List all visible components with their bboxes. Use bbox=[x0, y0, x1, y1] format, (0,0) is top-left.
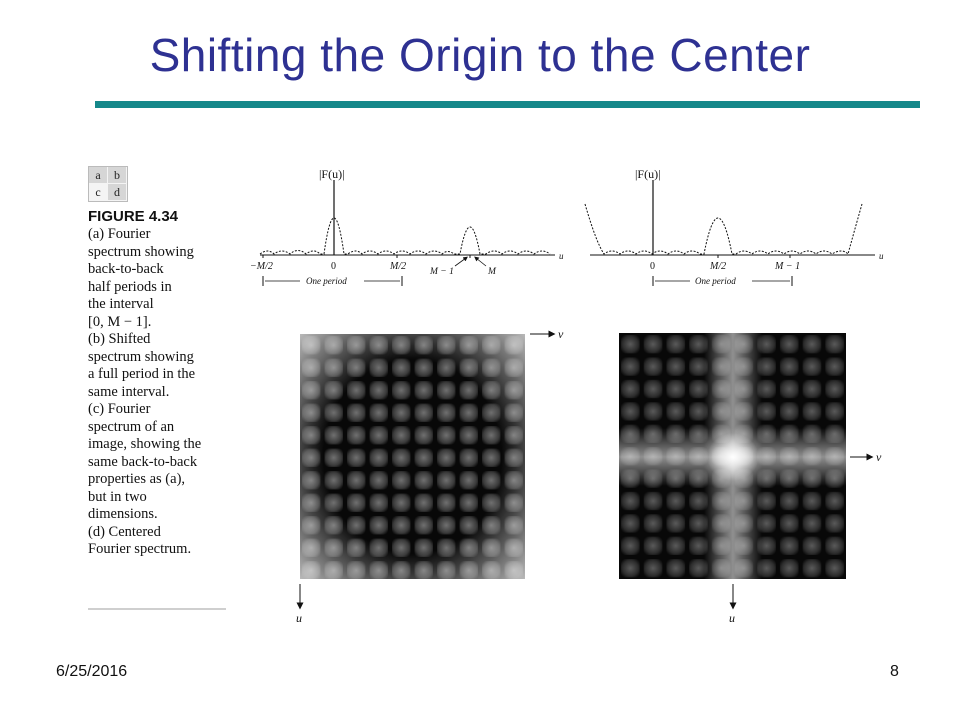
panel-key-b: b bbox=[108, 167, 126, 183]
caption-line: same back-to-back bbox=[88, 453, 198, 470]
plot-a-tick-label: −M/2 bbox=[250, 261, 273, 272]
image-d-spectrum: v u bbox=[619, 333, 882, 625]
plot-a-arrow bbox=[474, 256, 487, 267]
plot-b-tick-label: M − 1 bbox=[774, 261, 800, 272]
plot-b-curve bbox=[584, 203, 863, 255]
caption-line: image, showing the bbox=[88, 436, 202, 452]
title-divider bbox=[95, 101, 920, 108]
plot-a-tick-label: M/2 bbox=[389, 261, 406, 272]
image-d-h-label: v bbox=[876, 450, 882, 464]
panel-layout-key: a b c d bbox=[88, 166, 128, 202]
image-d-center-peak bbox=[707, 433, 759, 481]
caption-line: same interval. bbox=[88, 383, 170, 400]
caption-line: properties as (a), bbox=[88, 471, 186, 487]
plot-a-arrow-label: M bbox=[487, 267, 497, 277]
caption-line: [0, M − 1]. bbox=[88, 313, 152, 330]
image-c-spectrum: v u bbox=[296, 327, 564, 625]
image-d-v-label: u bbox=[729, 611, 735, 625]
caption-line: (b) Shifted bbox=[88, 331, 151, 347]
plot-b-spectrum: |F(u)| u 0 M/2 M − 1 One period bbox=[584, 167, 884, 286]
panel-key-c: c bbox=[95, 185, 101, 199]
caption-line: back-to-back bbox=[88, 261, 164, 277]
caption-line: but in two bbox=[88, 488, 147, 505]
caption-line: (d) Centered bbox=[88, 523, 161, 540]
caption-line: spectrum of an bbox=[88, 418, 175, 435]
figure-number: FIGURE 4.34 bbox=[88, 208, 179, 225]
plot-b-tick-label: M/2 bbox=[709, 261, 726, 272]
caption-line: a full period in the bbox=[88, 366, 196, 382]
plot-a-arrow-label: M − 1 bbox=[429, 267, 454, 277]
caption-line: (a) Fourier bbox=[88, 226, 151, 242]
image-c-v-label: u bbox=[296, 611, 302, 625]
plot-a-period-label: One period bbox=[306, 276, 347, 286]
plot-a-curve bbox=[259, 217, 551, 255]
slide-title: Shifting the Origin to the Center bbox=[149, 29, 811, 81]
slide-page-number: 8 bbox=[890, 663, 899, 680]
plot-a-xvar: u bbox=[559, 251, 564, 261]
caption-line: Fourier spectrum. bbox=[88, 541, 192, 557]
plot-a-tick-label: 0 bbox=[331, 261, 336, 272]
caption-line: spectrum showing bbox=[88, 348, 194, 365]
plot-b-xvar: u bbox=[879, 251, 884, 261]
panel-key-a: a bbox=[89, 167, 107, 183]
caption-line: the interval bbox=[88, 296, 154, 312]
plot-b-period-label: One period bbox=[695, 276, 736, 286]
caption-rule bbox=[88, 608, 226, 610]
image-c-h-label: v bbox=[558, 327, 564, 341]
plot-a-ylabel: |F(u)| bbox=[319, 167, 344, 181]
plot-b-ylabel: |F(u)| bbox=[635, 167, 660, 181]
slide-date: 6/25/2016 bbox=[56, 663, 128, 680]
caption-line: (c) Fourier bbox=[88, 401, 151, 417]
plot-a-spectrum: |F(u)| u −M/2 0 M/2 M − 1 M One period bbox=[250, 167, 564, 286]
plot-a-arrow bbox=[454, 256, 468, 267]
caption-line: dimensions. bbox=[88, 506, 158, 522]
figure-4-34: a b c d FIGURE 4.34 (a) Fourier spectrum… bbox=[86, 160, 896, 630]
plot-b-tick-label: 0 bbox=[650, 261, 655, 272]
caption-line: spectrum showing bbox=[88, 243, 194, 260]
panel-key-d: d bbox=[108, 184, 126, 200]
figure-caption: (a) Fourier spectrum showing back-to-bac… bbox=[88, 226, 230, 559]
image-c-corner-glow bbox=[300, 334, 525, 579]
caption-line: half periods in bbox=[88, 278, 172, 295]
